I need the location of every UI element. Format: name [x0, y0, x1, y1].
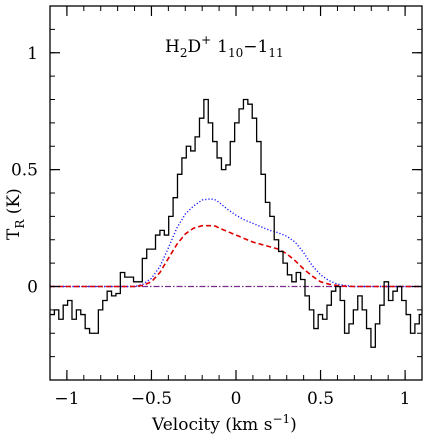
- x-tick-label: −0.5: [131, 389, 172, 409]
- y-tick-label: 0: [27, 278, 38, 298]
- x-tick-label: 0: [231, 389, 242, 409]
- x-tick-label: 1: [400, 389, 411, 409]
- series-observed-spectrum: [50, 98, 422, 348]
- x-tick-label: −1: [54, 389, 79, 409]
- series-model-dotted: [50, 198, 422, 288]
- x-axis-label: Velocity (km s−1): [151, 412, 297, 435]
- x-tick-label: 0.5: [307, 389, 334, 409]
- y-axis-label: TR (K): [4, 188, 27, 240]
- y-tick-label: 0.5: [11, 161, 38, 181]
- series-model-dashed: [50, 224, 422, 288]
- y-tick-label: 1: [27, 44, 38, 64]
- chart-title: H2D+ 110−111: [165, 33, 284, 60]
- series-layer: [50, 98, 422, 348]
- ticks-layer: −1 −0.5 0 0.5 1 0 0.5 1: [11, 5, 423, 409]
